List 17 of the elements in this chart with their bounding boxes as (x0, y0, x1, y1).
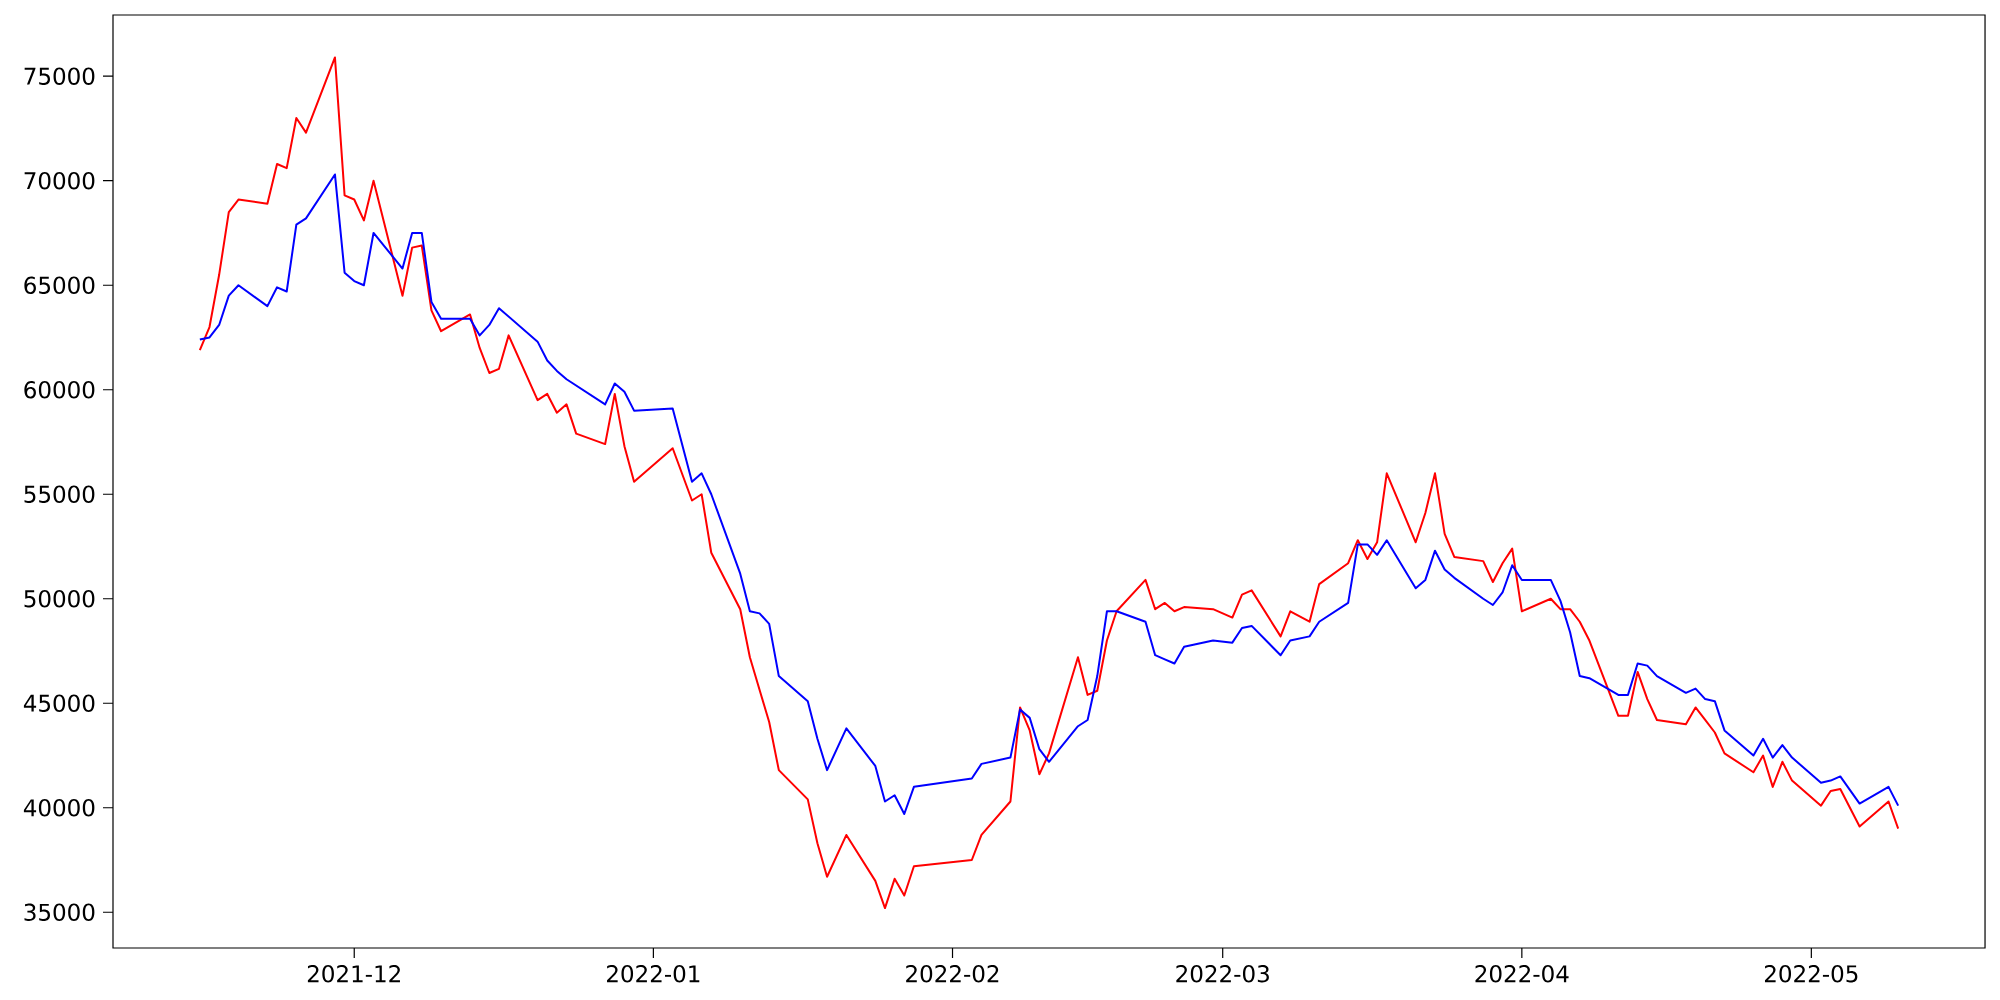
y-tick-label: 60000 (24, 381, 95, 399)
x-tick-label: 2021-12 (307, 965, 400, 983)
x-tick-label: 2022-05 (1764, 965, 1858, 983)
y-tick-label: 45000 (23, 694, 95, 712)
x-tick-label: 2022-01 (607, 965, 700, 983)
y-tick-label: 35000 (24, 903, 95, 921)
y-tick-label: 75000 (24, 67, 95, 85)
y-tick-label: 40000 (23, 799, 95, 817)
y-tick-label: 70000 (24, 172, 95, 190)
x-tick-label: 2022-04 (1475, 965, 1569, 983)
line-series (198, 173, 1900, 816)
y-tick-label: 55000 (24, 485, 95, 503)
y-tick-label: 50000 (24, 590, 95, 608)
line-series (198, 56, 1900, 910)
x-tick-label: 2022-03 (1176, 965, 1269, 983)
x-tick-label: 2022-02 (906, 965, 999, 983)
y-tick-label: 65000 (24, 276, 95, 294)
